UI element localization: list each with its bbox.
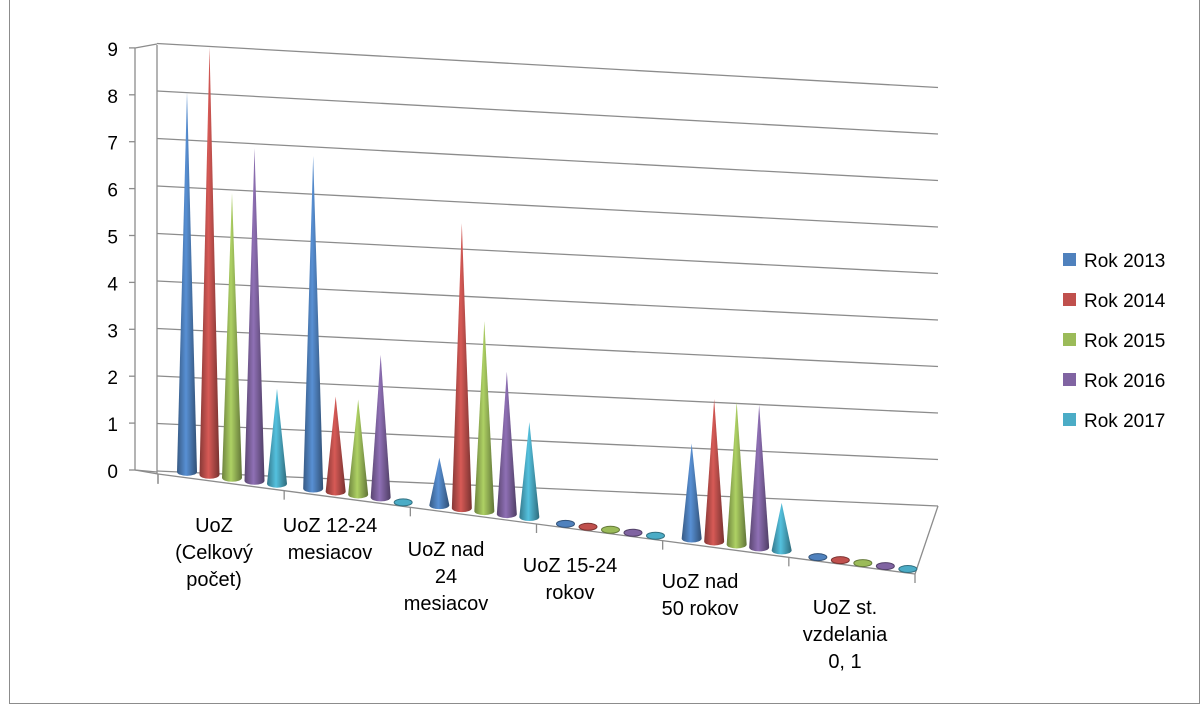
cone-rok-2015-cat4 [601,525,620,534]
gridline [156,90,939,135]
x-category-label: UoZ nad [662,571,739,593]
gridline [156,422,939,461]
cone-rok-2014-cat1 [199,47,220,479]
gridline [156,470,939,507]
cone-rok-2015-cat2 [348,399,369,499]
cone-rok-2013-cat4 [556,519,575,528]
x-category-label: 50 rokov [662,598,739,620]
cone-rok-2015-cat5 [726,401,747,549]
side-wall-top-edge [134,43,158,49]
y-tick-label: 8 [107,87,118,108]
y-tick-label: 0 [107,462,118,483]
gridline [156,327,939,368]
cone-rok-2016-cat5 [749,404,770,552]
legend-swatch [1063,253,1076,266]
cone-rok-2014-cat6 [830,556,850,565]
cone-rok-2016-cat4 [623,528,643,537]
legend-swatch [1063,413,1076,426]
x-category-label: UoZ st. [813,597,877,619]
axes [129,43,939,583]
cone-rok-2014-cat4 [578,522,598,531]
legend-label: Rok 2015 [1084,331,1165,352]
y-tick-label: 3 [107,321,118,342]
y-tick-label: 4 [107,274,118,295]
gridlines [156,42,939,507]
legend-swatch [1063,333,1076,346]
cone-rok-2016-cat6 [875,562,895,571]
x-axis-labels: UoZ (Celkový počet) UoZ 12-24 mesiacov UoZ na… [175,515,888,673]
x-category-label: (Celkový [175,542,253,564]
cone-rok-2015-cat1 [222,192,242,482]
x-category-label: mesiacov [404,593,488,615]
x-category-label: UoZ [195,515,233,537]
cone-rok-2015-cat6 [853,559,873,568]
floor-right-edge [914,505,939,575]
x-category-label: UoZ 15-24 [523,555,618,577]
cone-rok-2016-cat1 [244,148,265,485]
x-category-label: rokov [546,582,595,604]
x-category-label: 24 [435,566,457,588]
legend-label: Rok 2013 [1084,251,1165,272]
x-category-label: vzdelania [803,624,888,646]
cone-rok-2014-cat3 [451,223,472,513]
cone-rok-2015-cat3 [474,321,495,516]
cone-rok-2017-cat5 [771,502,792,555]
cones [177,47,918,574]
floor-left-edge [134,469,159,475]
cone-rok-2017-cat6 [898,565,918,574]
y-tick-label: 7 [107,134,118,155]
y-tick-label: 5 [107,228,118,249]
x-category-label: mesiacov [288,542,372,564]
x-category-label: UoZ nad [408,539,485,561]
cone-rok-2013-cat6 [808,553,828,562]
legend-swatch [1063,293,1076,306]
gridline [156,232,939,275]
cone-rok-2017-cat1 [267,388,287,488]
gridline [156,42,939,89]
legend-swatch [1063,373,1076,386]
cone-rok-2014-cat5 [704,398,725,546]
gridline [156,185,939,228]
cone-rok-2013-cat2 [303,155,324,493]
x-category-label: počet) [186,569,242,591]
cone-rok-2016-cat2 [370,354,391,502]
cone-rok-2013-cat1 [177,91,197,476]
gridline [156,375,939,414]
y-tick-label: 2 [107,368,118,389]
cone-rok-2016-cat3 [496,371,517,519]
y-tick-label: 1 [107,415,118,436]
cone-rok-2017-cat4 [646,531,665,540]
cone-rok-2017-cat2 [393,498,413,507]
x-category-label: 0, 1 [828,651,861,673]
cone-rok-2013-cat5 [681,443,702,543]
gridline [156,137,939,182]
legend-label: Rok 2016 [1084,371,1165,392]
legend-label: Rok 2014 [1084,291,1166,312]
legend-label: Rok 2017 [1084,411,1165,432]
cone-rok-2017-cat3 [519,422,540,522]
y-axis-ticks: 0 1 2 3 4 5 6 7 8 9 [107,40,118,483]
y-tick-label: 9 [107,40,118,61]
cone-rok-2014-cat2 [325,396,346,496]
x-category-label: UoZ 12-24 [283,515,378,537]
cone-rok-2013-cat3 [429,457,450,510]
legend: Rok 2013 Rok 2014 Rok 2015 Rok 2016 Rok 2017 [1063,251,1166,432]
y-tick-label: 6 [107,181,118,202]
gridline [156,280,939,321]
